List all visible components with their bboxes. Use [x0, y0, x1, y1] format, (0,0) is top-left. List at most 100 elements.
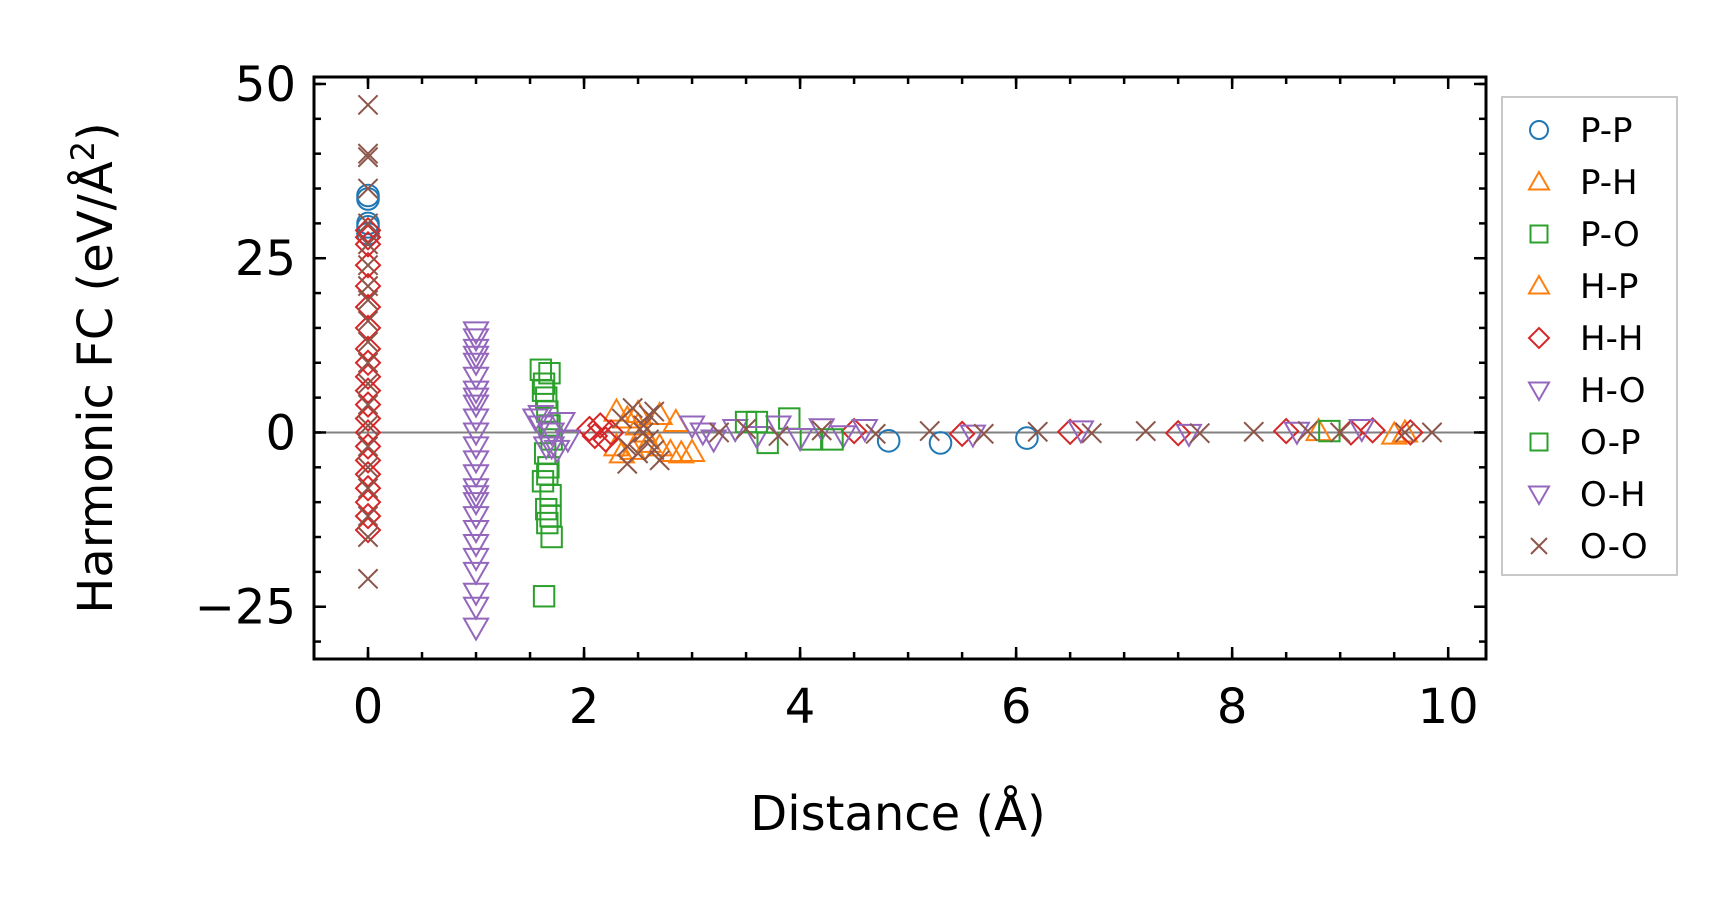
axes: [312, 75, 1488, 661]
data-point: [649, 450, 670, 471]
data-point: [356, 215, 380, 239]
legend-entry: P-P: [1529, 111, 1633, 151]
data-point: [543, 439, 571, 464]
data-point: [829, 425, 858, 450]
legend-label: H-P: [1580, 267, 1638, 307]
x-tick-label: 0: [353, 679, 384, 735]
data-point: [357, 526, 379, 548]
series-p-p: [356, 183, 1039, 455]
data-point: [354, 349, 382, 377]
legend-marker: [1527, 273, 1551, 295]
data-point: [540, 525, 563, 549]
data-point: [1056, 418, 1084, 446]
legend-marker: [1527, 326, 1551, 350]
data-point: [548, 412, 577, 437]
data-point: [536, 463, 559, 486]
data-point: [354, 251, 382, 279]
data-point: [1348, 418, 1376, 444]
data-point: [357, 254, 379, 276]
data-point: [357, 331, 379, 353]
data-point: [633, 415, 654, 436]
data-point: [948, 420, 976, 448]
data-point: [743, 425, 771, 450]
series-p-o: [529, 358, 823, 608]
series-o-o: [357, 94, 1443, 590]
y-axis-label-sup: 2: [64, 141, 102, 161]
data-point: [462, 561, 490, 586]
data-point: [354, 314, 382, 342]
data-point: [354, 216, 382, 244]
data-point: [357, 505, 379, 527]
data-point: [535, 497, 558, 521]
data-point: [354, 419, 382, 446]
axis-labels: Distance (Å) Harmonic FC (eV/Å2): [64, 122, 1046, 842]
data-point: [764, 415, 793, 440]
data-point: [462, 394, 490, 419]
data-point: [462, 450, 490, 475]
data-point: [1027, 421, 1049, 443]
data-point: [357, 233, 379, 255]
data-point: [462, 596, 490, 621]
data-point: [1394, 422, 1416, 443]
series-layer: [354, 94, 1443, 642]
data-point: [959, 424, 987, 449]
data-point: [616, 453, 638, 475]
legend-label: O-H: [1580, 475, 1646, 515]
data-point: [462, 338, 490, 363]
data-point: [1015, 426, 1039, 450]
data-point: [354, 460, 382, 488]
data-point: [462, 478, 490, 503]
legend-entry: O-H: [1527, 475, 1646, 515]
series-h-h: [354, 216, 1424, 544]
data-point: [462, 436, 490, 461]
data-point: [535, 386, 558, 409]
data-point: [643, 401, 665, 422]
legend-entry: H-P: [1527, 267, 1638, 307]
x-tick-label: 2: [569, 679, 600, 735]
data-point: [462, 380, 490, 405]
data-point: [354, 432, 382, 460]
data-point: [527, 415, 555, 440]
data-point: [538, 362, 561, 385]
x-tick-label: 10: [1418, 679, 1479, 735]
ticks: 0 2 4 6 8 10 −25 0 25 50: [195, 57, 1486, 735]
plot-frame: [312, 75, 1488, 661]
data-point: [354, 405, 382, 432]
data-point: [821, 428, 844, 451]
data-point: [354, 293, 382, 321]
data-point: [462, 485, 490, 510]
data-point: [643, 439, 665, 461]
data-point: [616, 436, 638, 457]
legend-label: H-O: [1580, 371, 1646, 411]
data-point: [357, 394, 379, 415]
data-point: [1283, 421, 1311, 446]
legend-entry: O-P: [1529, 423, 1640, 463]
data-point: [354, 488, 382, 516]
x-tick-label: 4: [785, 679, 816, 735]
data-point: [354, 230, 382, 258]
data-point: [622, 397, 643, 419]
data-point: [1081, 422, 1103, 444]
data-point: [678, 415, 706, 440]
legend-marker: [1529, 432, 1549, 452]
data-point: [537, 456, 560, 479]
data-point: [1175, 423, 1203, 448]
data-point: [354, 335, 382, 363]
data-point: [667, 439, 695, 464]
data-point: [973, 423, 995, 445]
data-point: [689, 422, 717, 447]
legend-label: P-O: [1580, 215, 1640, 255]
data-point: [354, 363, 382, 391]
data-point: [699, 429, 728, 454]
data-point: [865, 423, 887, 445]
x-axis-label: Distance (Å): [750, 785, 1045, 842]
data-point: [1164, 419, 1192, 447]
legend-marker: [1527, 169, 1551, 191]
data-point: [462, 520, 490, 545]
data-point: [662, 408, 690, 433]
data-point: [708, 422, 730, 443]
data-point: [357, 436, 379, 457]
legend-label: O-P: [1580, 423, 1640, 463]
data-point: [602, 397, 631, 422]
